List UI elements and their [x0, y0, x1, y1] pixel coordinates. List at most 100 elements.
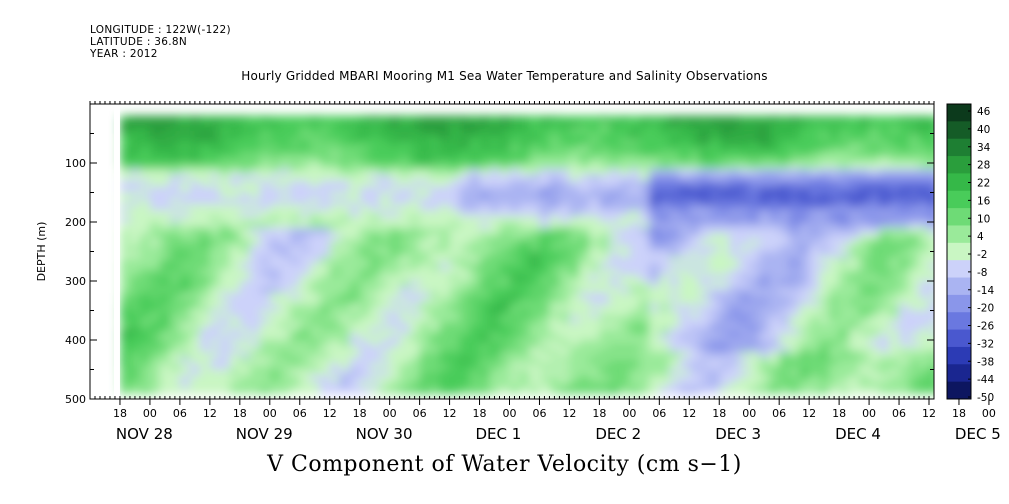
heatmap-cell	[519, 357, 531, 365]
heatmap-cell	[699, 340, 711, 347]
heatmap-cell	[609, 357, 621, 365]
heatmap-cell	[759, 369, 771, 377]
heatmap-cell	[779, 198, 791, 206]
heatmap-cell	[130, 127, 141, 135]
heatmap-cell	[909, 328, 920, 336]
heatmap-cell	[779, 387, 791, 395]
heatmap-cell	[779, 292, 791, 300]
heatmap-cell	[499, 292, 511, 300]
heatmap-cell	[839, 127, 851, 135]
heatmap-cell	[399, 310, 411, 318]
heatmap-cell	[499, 387, 511, 395]
heatmap-cell	[499, 157, 511, 164]
heatmap-cell	[139, 310, 151, 318]
heatmap-cell	[679, 257, 691, 265]
heatmap-cell	[649, 340, 661, 347]
heatmap-cell	[319, 222, 331, 229]
heatmap-cell	[439, 210, 451, 218]
heatmap-cell	[459, 198, 471, 206]
heatmap-cell	[179, 298, 191, 306]
heatmap-cell	[379, 239, 391, 247]
heatmap-cell	[159, 198, 171, 206]
heatmap-cell	[649, 286, 661, 294]
heatmap-cell	[839, 263, 851, 271]
heatmap-cell	[209, 133, 221, 141]
heatmap-cell	[409, 198, 421, 206]
heatmap-cell	[639, 310, 651, 318]
heatmap-cell	[329, 204, 341, 212]
heatmap-cell	[679, 251, 691, 259]
heatmap-cell	[149, 222, 161, 229]
heatmap-cell	[259, 369, 271, 377]
heatmap-cell	[729, 263, 741, 271]
heatmap-cell	[289, 233, 301, 241]
heatmap-cell	[309, 174, 321, 182]
heatmap-cell	[379, 357, 391, 365]
heatmap-cell	[179, 239, 191, 247]
heatmap-cell	[209, 186, 221, 194]
heatmap-cell	[749, 168, 761, 176]
heatmap-cell	[669, 145, 681, 153]
heatmap-cell	[429, 345, 441, 353]
heatmap-cell	[519, 363, 531, 371]
heatmap-cell	[699, 233, 711, 241]
heatmap-cell	[219, 298, 231, 306]
heatmap-cell	[409, 204, 421, 212]
heatmap-cell	[579, 263, 591, 271]
heatmap-cell	[159, 186, 171, 194]
heatmap-cell	[239, 139, 251, 147]
heatmap-cell	[699, 239, 711, 247]
heatmap-cell	[239, 145, 251, 153]
heatmap-cell	[269, 239, 281, 247]
heatmap-cell	[729, 121, 741, 129]
heatmap-cell	[269, 292, 281, 300]
heatmap-cell	[849, 387, 861, 395]
heatmap-cell	[209, 121, 221, 129]
heatmap-cell	[729, 233, 741, 241]
heatmap-cell	[809, 298, 821, 306]
heatmap-cell	[729, 304, 741, 312]
heatmap-cell	[439, 310, 451, 318]
heatmap-cell	[429, 239, 441, 247]
heatmap-cell	[859, 245, 871, 253]
heatmap-cell	[739, 227, 751, 235]
heatmap-cell	[299, 227, 311, 235]
heatmap-cell	[269, 115, 281, 123]
heatmap-cell	[349, 298, 361, 306]
heatmap-cell	[499, 328, 511, 336]
heatmap-cell	[859, 357, 871, 365]
heatmap-cell	[509, 298, 521, 306]
heatmap-cell	[219, 121, 231, 129]
heatmap-cell	[629, 180, 641, 188]
heatmap-cell	[259, 381, 271, 389]
heatmap-cell	[429, 233, 441, 241]
heatmap-cell	[709, 239, 721, 247]
heatmap-cell	[529, 387, 541, 395]
heatmap-cell	[609, 192, 621, 200]
heatmap-cell	[909, 115, 920, 123]
heatmap-cell	[669, 239, 681, 247]
heatmap-cell	[399, 239, 411, 247]
heatmap-cell	[169, 281, 181, 288]
heatmap-cell	[349, 204, 361, 212]
heatmap-cell	[729, 133, 741, 141]
heatmap-cell	[259, 227, 271, 235]
heatmap-cell	[389, 269, 401, 277]
x-date-label: DEC 3	[715, 425, 761, 443]
heatmap-cell	[459, 168, 471, 176]
heatmap-cell	[139, 245, 151, 253]
heatmap-cell	[259, 115, 271, 123]
heatmap-cell	[219, 275, 231, 282]
heatmap-cell	[199, 381, 211, 389]
heatmap-cell	[189, 216, 201, 223]
heatmap-cell	[709, 222, 721, 229]
heatmap-cell	[189, 334, 201, 341]
heatmap-cell	[839, 286, 851, 294]
heatmap-cell	[159, 286, 171, 294]
heatmap-cell	[229, 387, 241, 395]
heatmap-cell	[219, 316, 231, 324]
heatmap-cell	[749, 210, 761, 218]
heatmap-cell	[199, 322, 211, 330]
heatmap-cell	[439, 328, 451, 336]
heatmap-cell	[319, 387, 331, 395]
